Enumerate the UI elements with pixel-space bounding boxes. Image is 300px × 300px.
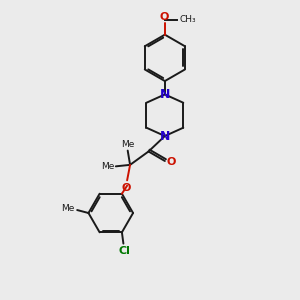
Text: O: O [122,183,131,193]
Text: O: O [160,13,169,22]
Text: N: N [160,130,170,142]
Text: CH₃: CH₃ [179,15,196,24]
Text: O: O [167,157,176,167]
Text: N: N [160,88,170,101]
Text: Me: Me [121,140,134,149]
Text: Me: Me [101,162,114,171]
Text: Me: Me [61,204,75,213]
Text: Cl: Cl [118,246,130,256]
